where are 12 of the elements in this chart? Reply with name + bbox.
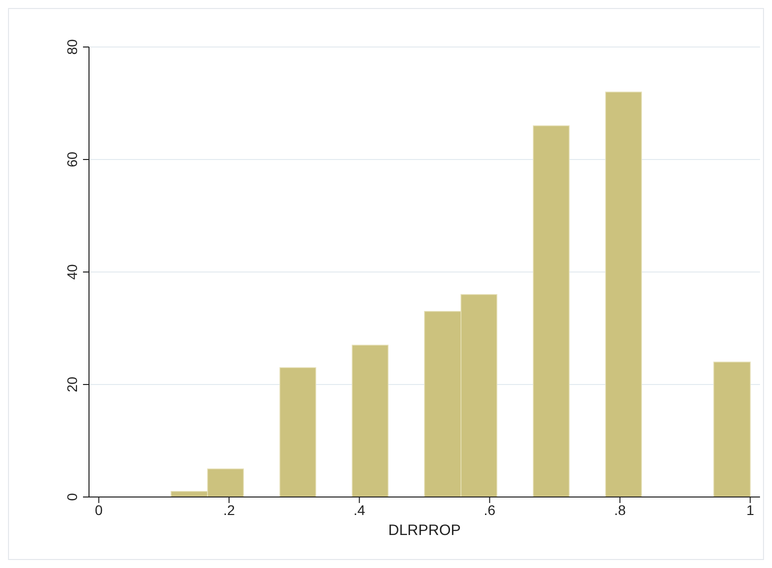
x-tick-label: .6 — [484, 502, 496, 518]
y-tick-label: 40 — [64, 264, 80, 280]
x-tick-label: .4 — [354, 502, 366, 518]
x-tick-label: 1 — [746, 502, 754, 518]
y-tick-label: 60 — [64, 152, 80, 168]
x-axis-title: DLRPROP — [388, 522, 461, 539]
y-tick-label: 20 — [64, 376, 80, 392]
y-tick-label: 0 — [64, 492, 80, 501]
x-tick-label: .8 — [614, 502, 626, 518]
x-tick-label: .2 — [223, 502, 236, 518]
y-tick-label: 80 — [64, 39, 80, 55]
x-tick-label: 0 — [94, 502, 103, 518]
